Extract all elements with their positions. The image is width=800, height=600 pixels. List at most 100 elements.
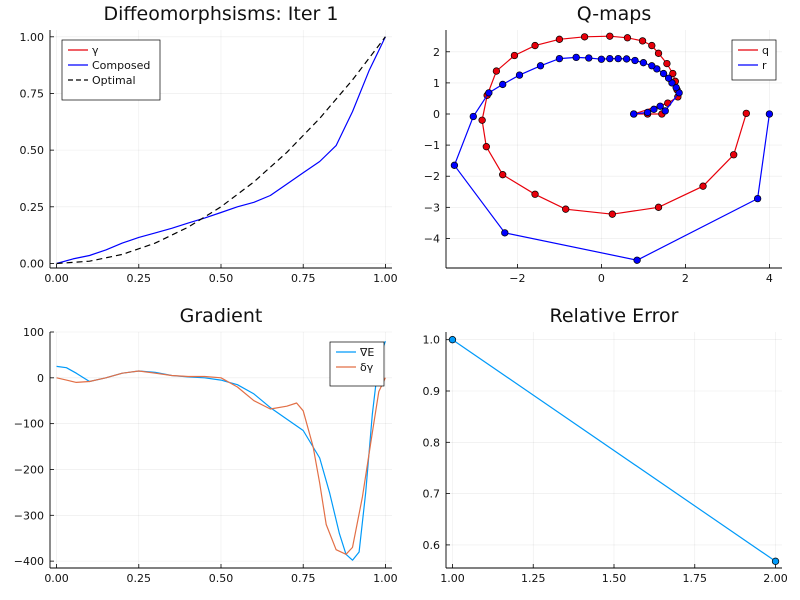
y-tick-label: 1 (433, 77, 440, 90)
data-point-r (622, 55, 631, 63)
x-tick-label: 0.25 (127, 572, 152, 585)
data-point-q (478, 116, 486, 124)
data-point-q (608, 210, 616, 218)
data-point-r (499, 80, 507, 89)
data-point-q (562, 205, 570, 213)
chart-title: Gradient (180, 305, 263, 327)
data-point-r (536, 62, 545, 70)
x-tick-label: −2 (509, 272, 525, 285)
y-tick-label: −400 (14, 555, 44, 568)
y-tick-label: 0.9 (423, 385, 441, 398)
data-point-q (606, 32, 614, 40)
y-tick-label: 0.75 (20, 87, 45, 100)
data-point-q (730, 151, 738, 159)
x-tick-label: 0 (598, 272, 605, 285)
data-point-r (643, 108, 652, 117)
data-point-r (597, 55, 606, 63)
x-tick-label: 1.50 (602, 572, 627, 585)
legend-label: ∇E (359, 346, 374, 359)
legend-label: Composed (92, 59, 150, 72)
y-tick-label: 0.7 (423, 488, 441, 501)
data-point-r (633, 256, 641, 264)
data-point-q (531, 41, 539, 50)
x-tick-label: 0.75 (291, 272, 316, 285)
y-tick-label: 0 (37, 372, 44, 385)
data-point-q (499, 171, 507, 179)
data-point-r (650, 105, 658, 113)
y-tick-label: −200 (14, 463, 44, 476)
x-tick-label: 1.00 (373, 272, 398, 285)
data-point-q (699, 182, 707, 190)
y-tick-label: 0.25 (20, 201, 45, 214)
data-point-r (664, 74, 673, 82)
x-tick-label: 1.00 (440, 572, 465, 585)
panel-3: 0.00 0.25 0.50 0.75 1.00 −400 −300 −200 −100 0 100… (14, 305, 398, 585)
plot-area (56, 36, 386, 265)
data-point-r (450, 161, 459, 169)
y-tick-label: −100 (14, 418, 44, 431)
x-tick-label: 0.75 (291, 572, 316, 585)
legend-label: r (762, 59, 767, 72)
data-point-r (659, 69, 668, 78)
x-tick-label: 4 (766, 272, 773, 285)
data-point-r (614, 54, 622, 63)
x-tick-label: 0.25 (127, 272, 152, 285)
y-tick-label: 0.00 (20, 257, 45, 270)
data-point-r (555, 54, 564, 63)
legend-label: δγ (360, 361, 374, 374)
legend-box (329, 341, 385, 387)
data-point-r (753, 194, 762, 203)
y-tick-label: 0.50 (20, 144, 45, 157)
data-point-q (492, 67, 501, 75)
data-point-r (661, 107, 669, 115)
data-point-r (585, 54, 593, 62)
y-tick-label: 100 (23, 326, 44, 339)
chart-title: Q-maps (577, 3, 651, 25)
data-point-r (515, 71, 524, 79)
y-tick-label: −3 (424, 201, 440, 214)
y-tick-label: 1.0 (423, 334, 441, 347)
data-point-r (572, 53, 580, 62)
plot-area (450, 32, 774, 264)
data-point-q (555, 35, 564, 43)
x-tick-label: 1.25 (521, 572, 546, 585)
data-point-r (656, 102, 664, 110)
data-point-q (482, 143, 490, 151)
legend: γ Composed Optimal (61, 39, 161, 101)
data-point-q (531, 190, 539, 198)
data-point-r (606, 54, 614, 63)
data-point-q (669, 69, 677, 78)
series-line-δγ (56, 370, 386, 555)
x-tick-label: 1.00 (373, 572, 398, 585)
data-point-r (765, 110, 774, 118)
legend: ∇E δγ (329, 341, 385, 387)
data-point-r (648, 62, 656, 70)
data-point-q (654, 203, 663, 211)
series-line-Composed (56, 36, 386, 265)
data-point-q (580, 33, 589, 41)
x-tick-label: 2.00 (763, 572, 788, 585)
data-point-r (630, 110, 638, 118)
series-line-q (481, 35, 747, 215)
y-tick-label: −300 (14, 509, 44, 522)
data-point (448, 336, 457, 344)
x-tick-label: 2 (682, 272, 689, 285)
series-line-0 (452, 339, 776, 562)
plot-area (448, 336, 780, 565)
x-tick-label: 1.75 (683, 572, 708, 585)
data-point-q (638, 37, 647, 45)
data-point-q (742, 109, 750, 118)
y-tick-label: 0.6 (423, 539, 441, 552)
legend: qr (731, 39, 777, 81)
data-point-r (501, 229, 509, 237)
x-tick-label: 0.00 (44, 572, 69, 585)
panel-2: −2 0 2 4 −4 −3 −2 −1 0 1 2 Q-maps qr (424, 3, 782, 285)
legend-label: q (762, 44, 769, 57)
y-tick-label: 0.8 (423, 436, 441, 449)
chart-title: Relative Error (550, 305, 679, 327)
panel-1: 0.00 0.25 0.50 0.75 1.00 0.00 0.25 0.50 0.75 1.00… (20, 3, 398, 285)
y-tick-label: −4 (424, 232, 440, 245)
data-point-r (485, 89, 493, 97)
legend-box (731, 39, 777, 81)
